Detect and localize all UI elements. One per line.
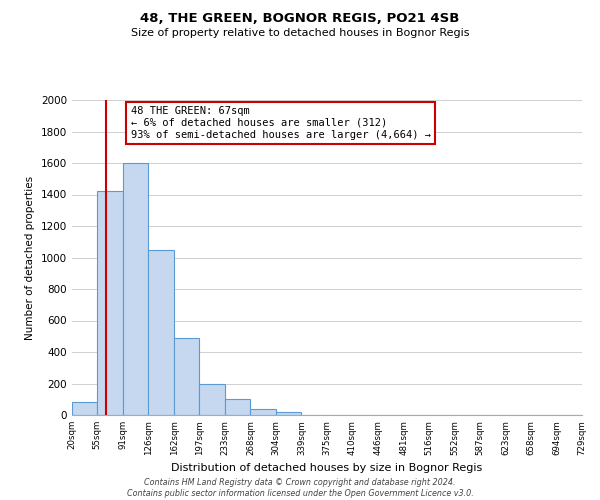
Bar [199,384,225,415]
Bar [276,412,301,415]
Bar [72,402,97,415]
Bar [123,163,148,415]
Bar [97,192,123,415]
Bar [148,250,174,415]
Text: 48, THE GREEN, BOGNOR REGIS, PO21 4SB: 48, THE GREEN, BOGNOR REGIS, PO21 4SB [140,12,460,26]
Bar [174,338,199,415]
Text: Contains HM Land Registry data © Crown copyright and database right 2024.
Contai: Contains HM Land Registry data © Crown c… [127,478,473,498]
Bar [250,410,276,415]
X-axis label: Distribution of detached houses by size in Bognor Regis: Distribution of detached houses by size … [172,463,482,473]
Y-axis label: Number of detached properties: Number of detached properties [25,176,35,340]
Text: 48 THE GREEN: 67sqm
← 6% of detached houses are smaller (312)
93% of semi-detach: 48 THE GREEN: 67sqm ← 6% of detached hou… [131,106,431,140]
Bar [225,399,250,415]
Text: Size of property relative to detached houses in Bognor Regis: Size of property relative to detached ho… [131,28,469,38]
